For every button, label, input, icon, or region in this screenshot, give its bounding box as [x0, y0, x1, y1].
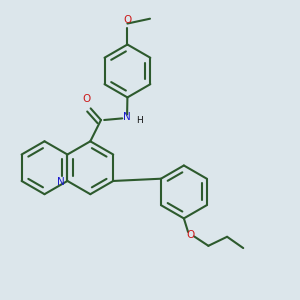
Text: O: O: [82, 94, 91, 104]
Text: O: O: [186, 230, 194, 239]
Text: N: N: [123, 112, 130, 122]
Text: H: H: [136, 116, 143, 125]
Text: N: N: [57, 177, 65, 187]
Text: O: O: [123, 16, 131, 26]
